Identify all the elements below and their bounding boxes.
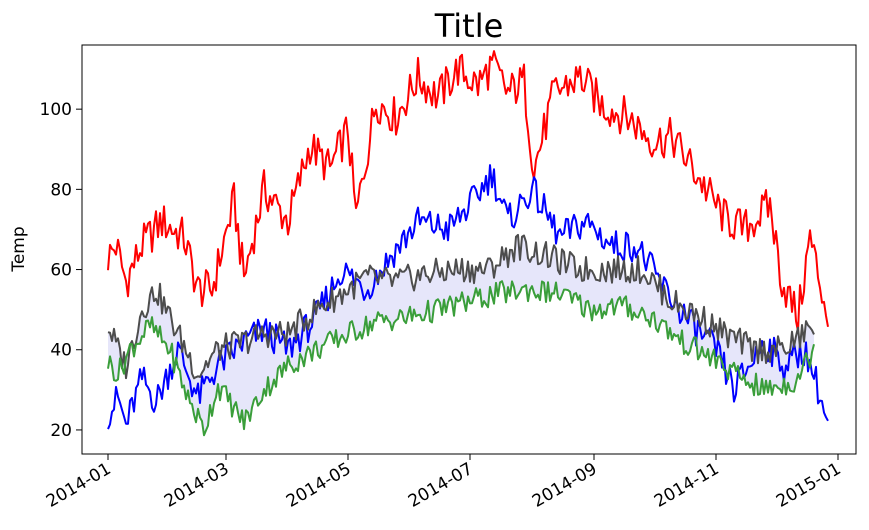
series-line-min — [107, 280, 815, 437]
y-tick-label: 40 — [50, 341, 72, 361]
x-tick-label: 2014-01 — [43, 459, 115, 512]
series-line-mean — [107, 233, 815, 380]
y-axis: 20 40 60 80 100 — [40, 100, 82, 441]
y-tick-label: 20 — [50, 421, 72, 441]
x-tick-label: 2014-11 — [651, 459, 723, 512]
y-tick-label: 80 — [50, 180, 72, 200]
fill-between-polygon — [108, 234, 814, 436]
series-lines — [107, 50, 829, 437]
chart-title: Title — [434, 7, 504, 45]
x-tick-label: 2014-09 — [529, 459, 601, 512]
x-tick-label: 2015-01 — [773, 459, 845, 512]
y-axis-label: Temp — [9, 226, 29, 272]
plot-area — [81, 44, 857, 455]
y-tick-label: 100 — [40, 100, 72, 120]
x-axis: 2014-01 2014-03 2014-05 2014-07 2014-09 2014-… — [43, 454, 845, 512]
x-tick-label: 2014-03 — [161, 459, 233, 512]
x-tick-label: 2014-05 — [283, 459, 355, 512]
x-tick-label: 2014-07 — [405, 459, 477, 512]
fill-between-area — [108, 234, 814, 436]
series-line-max — [107, 50, 829, 333]
y-tick-label: 60 — [50, 261, 72, 281]
